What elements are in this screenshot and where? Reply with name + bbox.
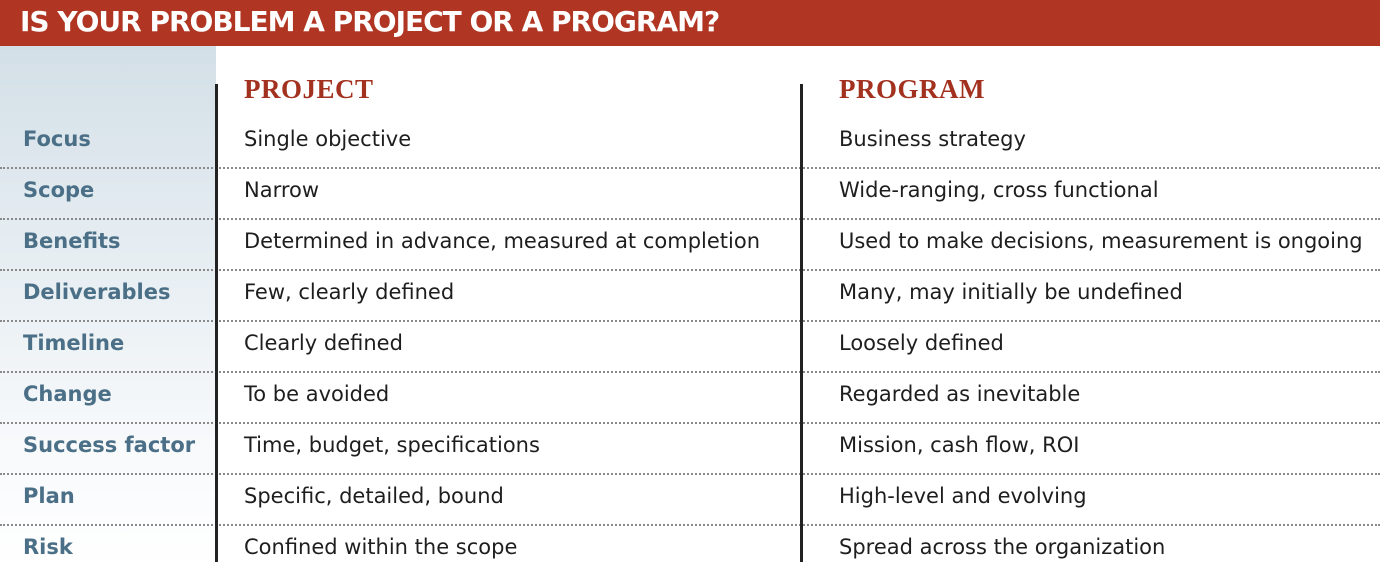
table-row: Focus Single objective Business strategy (0, 118, 1380, 169)
row-label: Change (23, 382, 112, 406)
row-label: Scope (23, 178, 95, 202)
program-cell: Many, may initially be undefined (839, 280, 1183, 304)
row-label: Success factor (23, 433, 196, 457)
program-cell: Business strategy (839, 127, 1026, 151)
row-divider (0, 320, 1380, 322)
project-column-header: PROJECT (244, 74, 374, 104)
label-column-divider (215, 84, 218, 562)
row-label: Timeline (23, 331, 125, 355)
row-label: Plan (23, 484, 75, 508)
row-label: Benefits (23, 229, 121, 253)
row-divider (0, 422, 1380, 424)
project-cell: Clearly defined (244, 331, 403, 355)
row-divider (0, 269, 1380, 271)
program-cell: Loosely defined (839, 331, 1004, 355)
project-cell: Confined within the scope (244, 535, 518, 559)
row-divider (0, 524, 1380, 526)
table-row: Timeline Clearly defined Loosely defined (0, 322, 1380, 373)
project-cell: Time, budget, specifications (244, 433, 540, 457)
row-divider (0, 218, 1380, 220)
page-title: IS YOUR PROBLEM A PROJECT OR A PROGRAM? (20, 5, 720, 38)
table-row: Benefits Determined in advance, measured… (0, 220, 1380, 271)
row-divider (0, 167, 1380, 169)
table-row: Success factor Time, budget, specificati… (0, 424, 1380, 475)
program-cell: Mission, cash flow, ROI (839, 433, 1080, 457)
row-label: Focus (23, 127, 91, 151)
title-bar: IS YOUR PROBLEM A PROJECT OR A PROGRAM? (0, 0, 1380, 46)
project-cell: Few, clearly defined (244, 280, 455, 304)
program-cell: Wide-ranging, cross functional (839, 178, 1159, 202)
project-cell: To be avoided (244, 382, 390, 406)
table-row: Scope Narrow Wide-ranging, cross functio… (0, 169, 1380, 220)
program-column-header: PROGRAM (839, 74, 985, 104)
row-divider (0, 473, 1380, 475)
table-row: Risk Confined within the scope Spread ac… (0, 526, 1380, 577)
table-row: Deliverables Few, clearly defined Many, … (0, 271, 1380, 322)
column-divider (800, 84, 803, 562)
table-row: Change To be avoided Regarded as inevita… (0, 373, 1380, 424)
row-divider (0, 371, 1380, 373)
project-cell: Narrow (244, 178, 320, 202)
program-cell: Regarded as inevitable (839, 382, 1081, 406)
program-cell: High-level and evolving (839, 484, 1087, 508)
row-label: Deliverables (23, 280, 171, 304)
program-cell: Used to make decisions, measurement is o… (839, 229, 1363, 253)
project-cell: Single objective (244, 127, 412, 151)
label-column-background (0, 46, 216, 570)
program-cell: Spread across the organization (839, 535, 1166, 559)
project-cell: Specific, detailed, bound (244, 484, 504, 508)
project-cell: Determined in advance, measured at compl… (244, 229, 761, 253)
row-label: Risk (23, 535, 73, 559)
table-row: Plan Specific, detailed, bound High-leve… (0, 475, 1380, 526)
